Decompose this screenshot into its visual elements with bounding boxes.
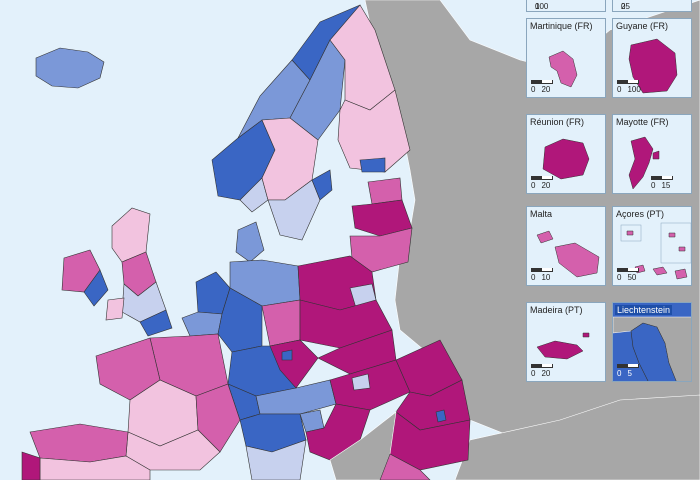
inset-label: Martinique (FR)	[530, 21, 593, 31]
inset-label: Liechtenstein	[615, 305, 673, 315]
region-germany-east[interactable]	[261, 299, 301, 347]
scale-bar: 0 20	[531, 364, 553, 378]
mayotte-shape-icon	[628, 136, 660, 190]
reunion-shape-icon	[542, 138, 590, 180]
inset-label: Madeira (PT)	[530, 305, 583, 315]
scale-bar: 0 100	[617, 80, 641, 94]
region-spain-north[interactable]	[29, 423, 129, 463]
region-belgium[interactable]	[181, 311, 223, 337]
inset-label: Mayotte (FR)	[616, 117, 669, 127]
inset-top-right: 0 25	[612, 0, 692, 12]
non-eu-land-south	[454, 394, 700, 480]
inset-malta[interactable]: Malta 0 10	[526, 206, 606, 286]
scale-bar: 0 15	[651, 176, 673, 190]
region-stockholm[interactable]	[311, 169, 333, 201]
inset-martinique[interactable]: Martinique (FR) 0 20	[526, 18, 606, 98]
region-finland-south[interactable]	[337, 89, 411, 173]
region-estonia[interactable]	[367, 177, 403, 205]
region-london[interactable]	[139, 309, 173, 337]
region-france-southeast[interactable]	[195, 383, 241, 453]
liechtenstein-shape-icon	[613, 316, 691, 381]
scale-bar: 0 10	[531, 268, 553, 282]
inset-label: Guyane (FR)	[616, 21, 669, 31]
inset-label: Réunion (FR)	[530, 117, 585, 127]
inset-label: Açores (PT)	[616, 209, 665, 219]
madeira-shape-icon	[536, 332, 590, 360]
scale-bar: 0 50	[617, 268, 639, 282]
region-iceland[interactable]	[35, 47, 105, 89]
azores-shape-icon	[620, 222, 691, 280]
region-italy-central[interactable]	[245, 439, 307, 480]
inset-top-left: 0 100	[526, 0, 606, 12]
inset-label: Malta	[530, 209, 553, 219]
region-spain-centre[interactable]	[39, 455, 151, 480]
martinique-shape-icon	[548, 50, 578, 88]
region-croatia[interactable]	[305, 403, 371, 461]
region-portugal-north[interactable]	[21, 451, 41, 480]
inset-mayotte[interactable]: Mayotte (FR) 0 15	[612, 114, 692, 194]
inset-madeira[interactable]: Madeira (PT) 0 20	[526, 302, 606, 382]
inset-guyane[interactable]: Guyane (FR) 0 100	[612, 18, 692, 98]
inset-reunion[interactable]: Réunion (FR) 0 20	[526, 114, 606, 194]
scale-bar: 0 20	[531, 176, 553, 190]
guyane-shape-icon	[628, 38, 678, 94]
region-ireland-east[interactable]	[83, 269, 109, 307]
scale-label: 0 100	[535, 2, 549, 11]
inset-azores[interactable]: Açores (PT) 0 50	[612, 206, 692, 286]
region-helsinki[interactable]	[359, 157, 386, 173]
region-prague[interactable]	[281, 349, 293, 361]
region-bucharest[interactable]	[435, 409, 447, 423]
region-greece[interactable]	[379, 453, 431, 480]
scale-label: 0 25	[621, 2, 630, 11]
region-slovakia[interactable]	[317, 329, 397, 375]
region-denmark[interactable]	[235, 221, 265, 263]
region-budapest[interactable]	[351, 373, 371, 391]
malta-shape-icon	[536, 230, 600, 278]
scale-bar: 0 20	[531, 80, 553, 94]
region-wales[interactable]	[105, 297, 125, 321]
